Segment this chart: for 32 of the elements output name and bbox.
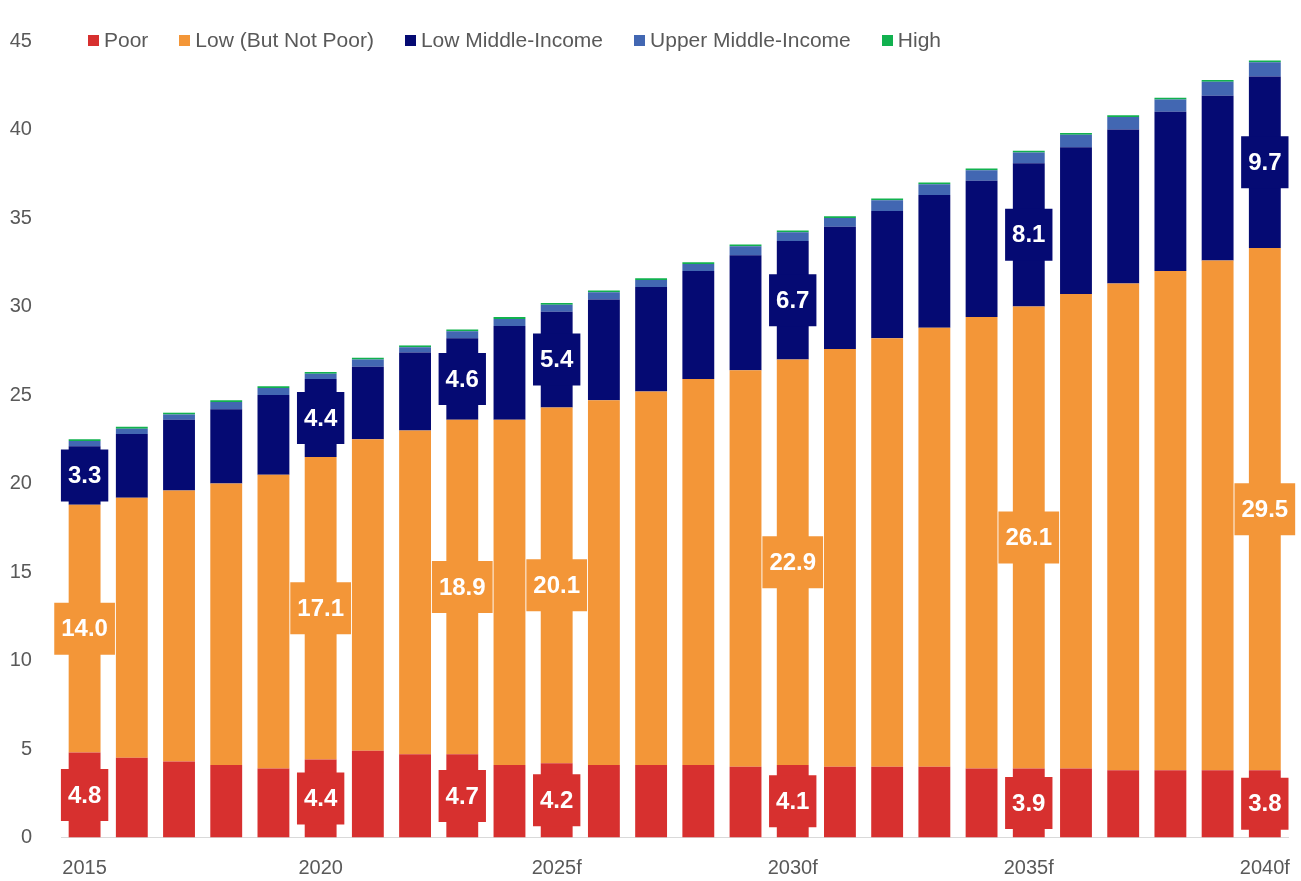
y-tick-label: 30 xyxy=(9,294,32,317)
data-label: 26.1 xyxy=(1005,523,1053,551)
y-tick-label: 10 xyxy=(9,648,32,671)
data-label: 22.9 xyxy=(769,547,817,575)
data-label: 9.7 xyxy=(1248,147,1282,175)
y-tick-label: 20 xyxy=(9,471,32,494)
data-label: 8.1 xyxy=(1012,220,1046,248)
data-label: 6.7 xyxy=(776,285,810,313)
legend-label: High xyxy=(897,28,941,52)
data-label: 29.5 xyxy=(1241,494,1289,522)
data-label: 20.1 xyxy=(533,570,581,598)
legend-label: Low (But Not Poor) xyxy=(195,28,374,52)
y-tick-label: 15 xyxy=(9,559,32,582)
x-tick-label: 2030f xyxy=(767,856,819,879)
y-tick-label: 25 xyxy=(9,382,32,405)
x-tick-label: 2020 xyxy=(298,856,343,879)
y-tick-label: 0 xyxy=(20,825,32,848)
x-tick-label: 2025f xyxy=(531,856,583,879)
data-label: 14.0 xyxy=(61,614,108,642)
legend-label: Upper Middle-Income xyxy=(650,28,851,52)
x-tick-label: 2040f xyxy=(1239,856,1291,879)
legend-label: Poor xyxy=(104,28,149,52)
y-tick-label: 40 xyxy=(9,117,32,140)
x-tick-label: 2015 xyxy=(62,856,107,879)
x-tick-label: 2035f xyxy=(1003,856,1055,879)
data-label: 3.3 xyxy=(67,461,102,489)
legend-label: Low Middle-Income xyxy=(420,28,604,52)
y-tick-label: 5 xyxy=(20,736,32,759)
data-label: 18.9 xyxy=(438,572,486,600)
y-tick-label: 35 xyxy=(9,205,32,228)
data-label: 17.1 xyxy=(297,593,345,621)
y-tick-label: 45 xyxy=(9,28,32,51)
